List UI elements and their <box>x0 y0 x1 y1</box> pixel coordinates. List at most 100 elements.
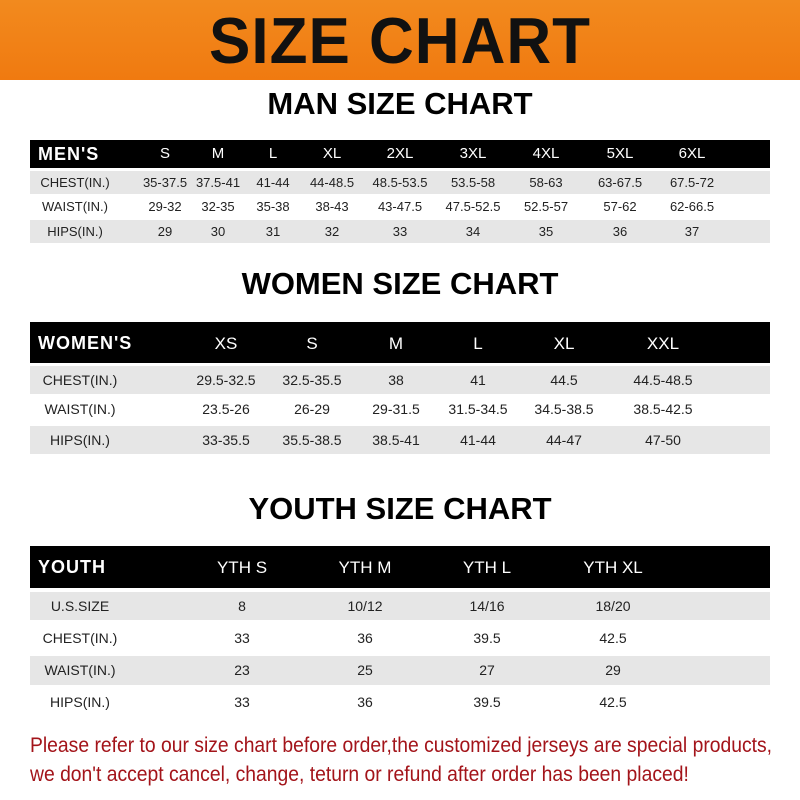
table-cell: 27 <box>479 662 495 679</box>
row-label: WAIST(IN.) <box>44 401 116 418</box>
row-label: U.S.SIZE <box>50 597 110 614</box>
table-cell: 35.5-38.5 <box>282 431 342 448</box>
size-header: M <box>211 145 225 162</box>
table-cell: 41-44 <box>460 431 496 448</box>
table-cell: 38.5-42.5 <box>633 401 693 418</box>
size-header: XXL <box>646 333 680 353</box>
table-cell: 23 <box>234 662 250 679</box>
table-cell: 38 <box>388 371 404 388</box>
notice-line-1: Please refer to our size chart before or… <box>30 734 773 757</box>
table-cell: 26-29 <box>294 401 330 418</box>
table-cell: 44-48.5 <box>309 174 355 190</box>
table-cell: 53.5-58 <box>450 174 496 190</box>
table-cell: 48.5-53.5 <box>372 174 428 190</box>
table-cell: 47-50 <box>645 431 681 448</box>
table-cell: 14/16 <box>469 597 505 614</box>
table-cell: 29 <box>605 662 621 679</box>
table-cell: 33 <box>392 223 408 239</box>
size-header: YTH XL <box>583 558 643 577</box>
page-title: SIZE CHART <box>209 5 591 78</box>
row-label: CHEST(IN.) <box>40 174 110 190</box>
header-label: YOUTH <box>38 557 106 577</box>
size-header: M <box>388 333 404 353</box>
table-cell: 33 <box>234 693 250 710</box>
table-cell: 36 <box>612 223 628 239</box>
size-header: S <box>159 145 171 162</box>
table-title: WOMEN SIZE CHART <box>241 266 559 301</box>
table-cell: 62-66.5 <box>669 199 715 215</box>
table-title: MAN SIZE CHART <box>267 86 533 121</box>
size-header: S <box>306 333 318 353</box>
size-header: YTH L <box>462 558 512 577</box>
table-row <box>30 624 770 652</box>
table-cell: 39.5 <box>473 629 501 646</box>
size-header: L <box>473 333 483 353</box>
table-cell: 29-31.5 <box>372 401 420 418</box>
table-cell: 33 <box>234 629 250 646</box>
row-label: HIPS(IN.) <box>47 223 103 239</box>
table-cell: 41-44 <box>256 174 290 190</box>
table-row <box>30 592 770 620</box>
table-row <box>30 396 770 423</box>
table-cell: 35-38 <box>256 199 290 215</box>
table-cell: 32-35 <box>201 199 235 215</box>
table-cell: 29-32 <box>148 199 182 215</box>
table-row <box>30 220 770 243</box>
row-label: CHEST(IN.) <box>42 371 118 388</box>
table-cell: 52.5-57 <box>523 199 569 215</box>
table-title: YOUTH SIZE CHART <box>248 491 552 526</box>
table-cell: 30 <box>210 223 226 239</box>
table-cell: 10/12 <box>347 597 383 614</box>
row-label: HIPS(IN.) <box>50 431 110 448</box>
table-cell: 33-35.5 <box>202 431 250 448</box>
table-cell: 36 <box>357 693 373 710</box>
table-header <box>30 322 770 363</box>
size-header: YTH M <box>338 558 392 577</box>
table-cell: 44.5-48.5 <box>633 371 693 388</box>
table-cell: 35-37.5 <box>142 174 188 190</box>
header-label: MEN'S <box>38 144 100 164</box>
table-cell: 32.5-35.5 <box>282 371 342 388</box>
table-cell: 57-62 <box>603 199 637 215</box>
size-header: 5XL <box>606 145 634 162</box>
table-cell: 39.5 <box>473 693 501 710</box>
table-cell: 37.5-41 <box>195 174 241 190</box>
title-banner <box>0 0 800 80</box>
table-header <box>30 140 770 168</box>
table-cell: 23.5-26 <box>202 401 250 418</box>
row-label: WAIST(IN.) <box>44 662 116 679</box>
table-cell: 31 <box>265 223 281 239</box>
size-header: XL <box>322 145 342 162</box>
table-cell: 36 <box>357 629 373 646</box>
table-cell: 31.5-34.5 <box>448 401 508 418</box>
table-cell: 8 <box>238 597 246 614</box>
table-row <box>30 426 770 454</box>
table-header <box>30 546 770 588</box>
table-cell: 38.5-41 <box>372 431 420 448</box>
table-cell: 41 <box>470 371 486 388</box>
size-header: YTH S <box>216 558 268 577</box>
table-row <box>30 171 770 194</box>
table-cell: 25 <box>357 662 373 679</box>
size-header: 4XL <box>532 145 560 162</box>
row-label: CHEST(IN.) <box>42 629 118 646</box>
table-row <box>30 656 770 685</box>
size-header: 6XL <box>678 145 706 162</box>
table-row <box>30 196 770 218</box>
size-header: 3XL <box>459 145 487 162</box>
row-label: WAIST(IN.) <box>42 199 108 215</box>
table-cell: 47.5-52.5 <box>445 199 501 215</box>
table-cell: 44.5 <box>550 371 578 388</box>
table-cell: 34 <box>465 223 481 239</box>
table-cell: 58-63 <box>529 174 563 190</box>
table-cell: 29 <box>157 223 173 239</box>
table-row <box>30 688 770 716</box>
size-header: XL <box>553 333 575 353</box>
table-cell: 18/20 <box>595 597 631 614</box>
table-cell: 32 <box>324 223 340 239</box>
table-cell: 38-43 <box>315 199 349 215</box>
size-header: L <box>268 145 278 162</box>
table-cell: 29.5-32.5 <box>196 371 256 388</box>
table-cell: 35 <box>538 223 554 239</box>
table-cell: 43-47.5 <box>377 199 423 215</box>
